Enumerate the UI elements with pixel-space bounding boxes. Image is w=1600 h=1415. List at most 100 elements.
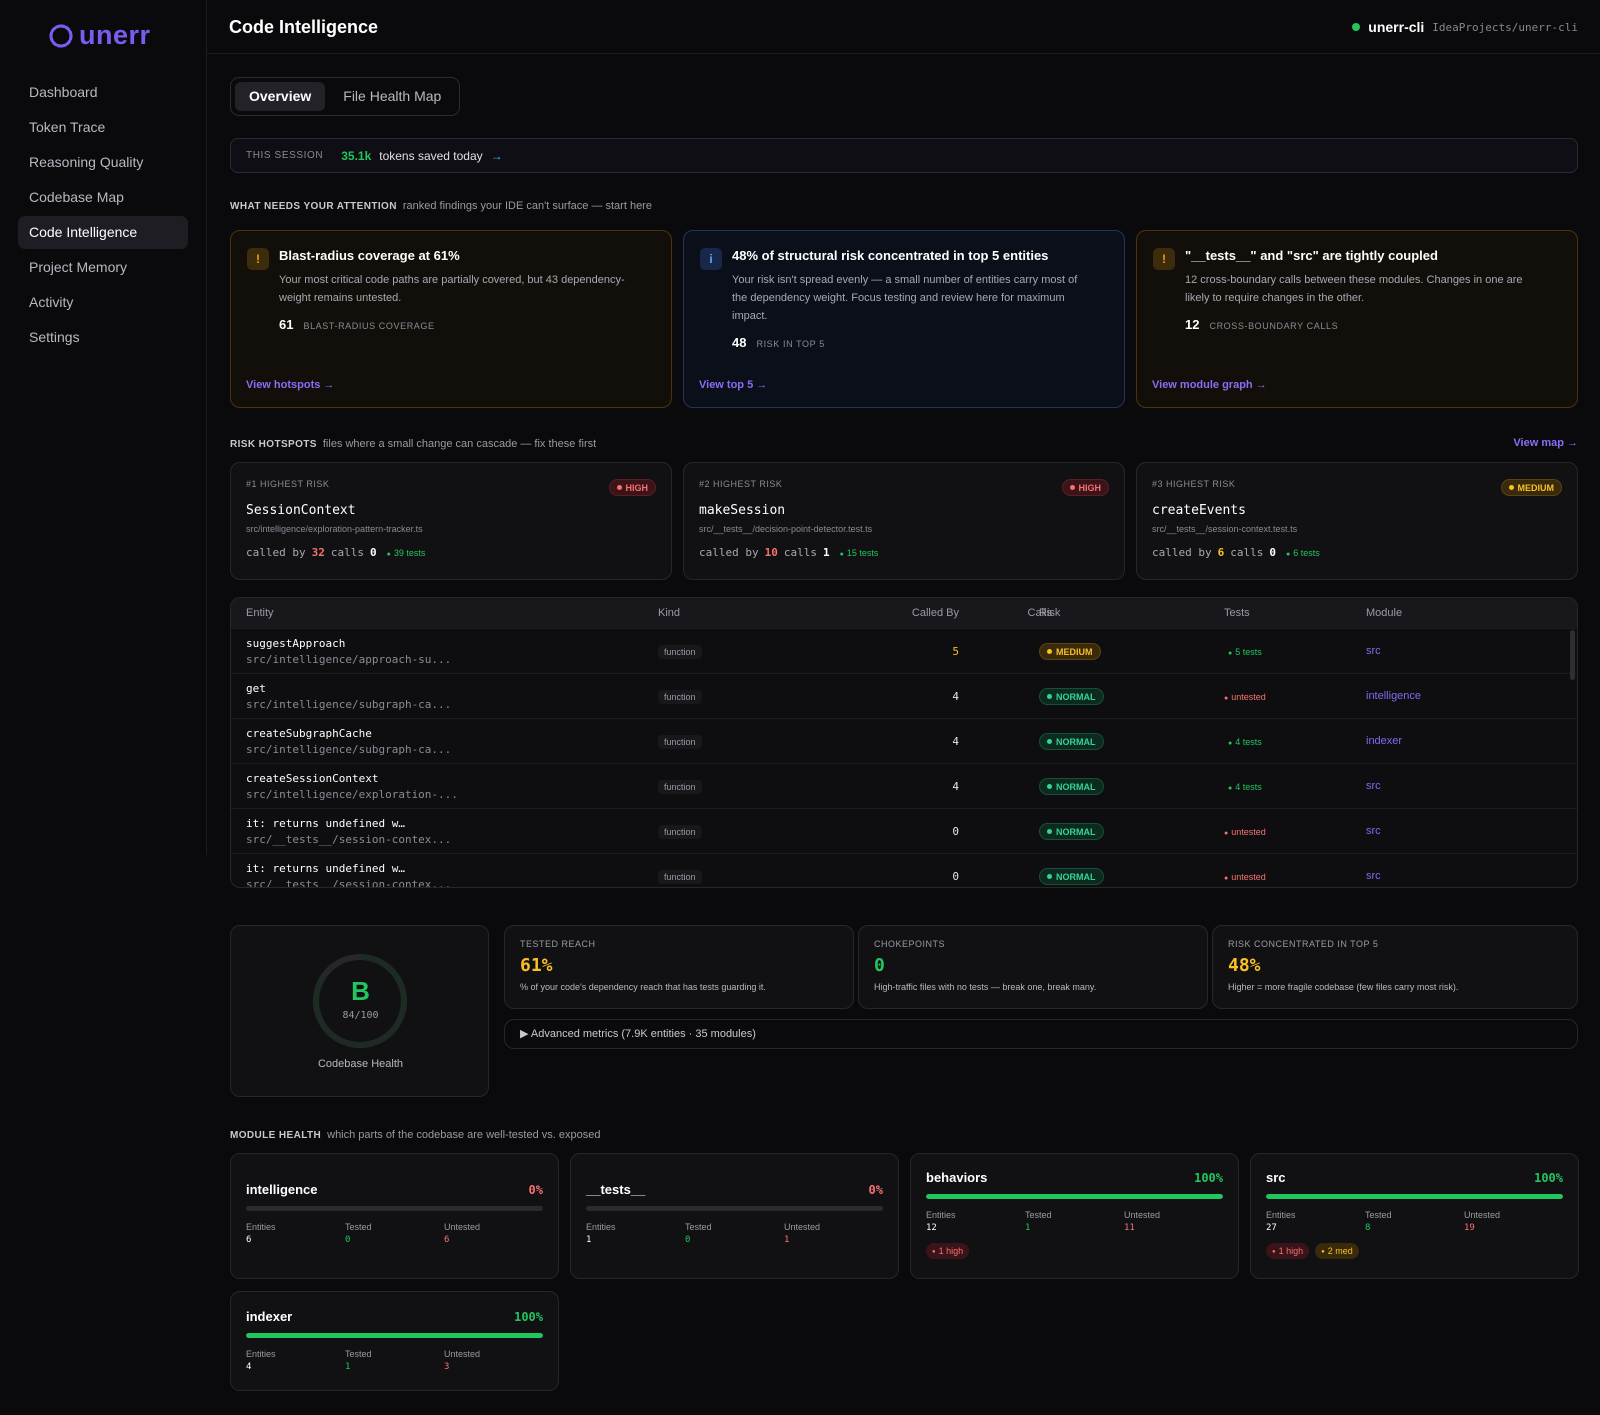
sidebar-item-settings[interactable]: Settings xyxy=(29,329,80,345)
calls-value: 0 xyxy=(1269,546,1276,559)
sidebar-item-project-memory[interactable]: Project Memory xyxy=(29,259,128,275)
tab-file-health-map[interactable]: File Health Map xyxy=(343,88,442,104)
hotspot-rank: #1 HIGHEST RISK xyxy=(246,479,330,489)
module-card-intelligence[interactable]: intelligence 0% Entities 6 Tested 0 Untested 6 xyxy=(230,1153,559,1279)
tab-overview[interactable]: Overview xyxy=(235,82,326,111)
calls-value: 0 xyxy=(369,546,377,559)
hotspot-path: src/intelligence/exploration-pattern-tra… xyxy=(246,524,423,534)
sidebar-item-activity[interactable]: Activity xyxy=(29,294,74,310)
entity-name: it: returns undefined w… xyxy=(246,861,405,875)
warning-icon: ! xyxy=(1153,248,1175,270)
stat-label: Untested xyxy=(784,1222,821,1232)
stat-label: Untested xyxy=(444,1222,481,1232)
hotspot-card[interactable]: #3 HIGHEST RISK MEDIUM createEvents src/… xyxy=(1136,462,1578,580)
risk-cell: MEDIUM xyxy=(1039,642,1101,660)
entity-name: get xyxy=(246,681,266,695)
column-header-calls[interactable]: Calls xyxy=(1027,607,1052,619)
metric-value: 48% xyxy=(1228,955,1261,976)
risk-badge: MEDIUM xyxy=(1500,479,1562,496)
tests-cell: 5 tests xyxy=(1224,642,1262,660)
module-link[interactable]: src xyxy=(1366,870,1381,882)
module-link[interactable]: intelligence xyxy=(1366,690,1422,702)
module-stats: Entities 4 Tested 1 Untested 3 xyxy=(246,1349,543,1372)
column-header-tests[interactable]: Tests xyxy=(1224,607,1250,619)
view-module-graph-link[interactable]: View module graph → xyxy=(1152,379,1267,391)
called-by-label: called by xyxy=(699,546,759,559)
calls-label: calls xyxy=(783,546,817,559)
table-row[interactable]: createSubgraphCache src/intelligence/subg… xyxy=(231,718,1577,763)
module-percent: 0% xyxy=(528,1182,543,1197)
module-progress-bar xyxy=(1266,1194,1563,1199)
module-health-subtitle: which parts of the codebase are well-tes… xyxy=(327,1129,601,1141)
module-link[interactable]: src xyxy=(1366,780,1381,792)
hotspot-rank: #2 HIGHEST RISK xyxy=(699,479,783,489)
module-link[interactable]: indexer xyxy=(1366,735,1403,747)
tests-cell: untested xyxy=(1224,867,1266,885)
sidebar-item-codebase-map[interactable]: Codebase Map xyxy=(29,189,124,205)
hotspot-card[interactable]: #1 HIGHEST RISK HIGH SessionContext src/… xyxy=(230,462,672,580)
entities-value: 27 xyxy=(1266,1223,1277,1233)
logo[interactable]: unerr xyxy=(48,20,151,51)
module-card-tests[interactable]: __tests__ 0% Entities 1 Tested 0 Untested 1 xyxy=(570,1153,899,1279)
entity-path: src/intelligence/subgraph-ca... xyxy=(246,742,452,756)
hotspot-entity: makeSession xyxy=(699,503,786,518)
column-header-entity[interactable]: Entity xyxy=(246,607,274,619)
metric-value: 12 xyxy=(1185,317,1200,332)
top-header: Code Intelligence unerr-cli IdeaProjects… xyxy=(207,0,1600,54)
table-row[interactable]: suggestApproach src/intelligence/approach… xyxy=(231,628,1577,673)
hotspot-rank: #3 HIGHEST RISK xyxy=(1152,479,1236,489)
entities-value: 12 xyxy=(926,1223,937,1233)
attention-card-metric: 48 RISK IN TOP 5 xyxy=(732,335,1109,350)
column-header-called-by[interactable]: Called By xyxy=(911,607,959,619)
hotspot-card[interactable]: #2 HIGHEST RISK HIGH makeSession src/__t… xyxy=(683,462,1125,580)
module-card-behaviors[interactable]: behaviors 100% Entities 12 Tested 1 Untested 11… xyxy=(910,1153,1239,1279)
sidebar-item-code-intelligence[interactable]: Code Intelligence xyxy=(18,216,188,249)
module-card-indexer[interactable]: indexer 100% Entities 4 Tested 1 Untested 3 xyxy=(230,1291,559,1391)
called-by-label: called by xyxy=(1152,546,1212,559)
hotspot-stats: called by 10 calls 1 15 tests xyxy=(699,546,1109,559)
module-progress-bar xyxy=(246,1333,543,1338)
sidebar-nav: Dashboard Token Trace Reasoning Quality … xyxy=(18,76,188,356)
called-by-cell: 0 xyxy=(952,869,959,883)
view-hotspots-link[interactable]: View hotspots → xyxy=(246,379,335,391)
column-header-kind[interactable]: Kind xyxy=(658,607,681,619)
kind-chip: function xyxy=(658,825,702,839)
project-indicator[interactable]: unerr-cli IdeaProjects/unerr-cli xyxy=(1352,19,1578,35)
view-map-link[interactable]: View map → xyxy=(1513,437,1578,449)
tests-status: 4 tests xyxy=(1228,737,1262,747)
sidebar-item-reasoning-quality[interactable]: Reasoning Quality xyxy=(29,154,144,170)
sidebar-item-token-trace[interactable]: Token Trace xyxy=(29,119,106,135)
health-score: 84/100 xyxy=(342,1010,379,1021)
stat-label: Tested xyxy=(1365,1210,1392,1220)
sidebar-item-dashboard[interactable]: Dashboard xyxy=(29,84,98,100)
module-percent: 0% xyxy=(868,1182,883,1197)
calls-value: 1 xyxy=(822,546,830,559)
entity-cell: get src/intelligence/subgraph-ca... xyxy=(246,682,451,711)
tested-value: 8 xyxy=(1365,1223,1371,1233)
table-row[interactable]: it: returns undefined w… src/__tests__/se… xyxy=(231,853,1577,887)
table-row[interactable]: createSessionContext src/intelligence/exp… xyxy=(231,763,1577,808)
table-row[interactable]: it: returns undefined w… src/__tests__/se… xyxy=(231,808,1577,853)
table-row[interactable]: get src/intelligence/subgraph-ca... functi… xyxy=(231,673,1577,718)
metric-description: High-traffic files with no tests — break… xyxy=(874,982,1097,992)
advanced-metrics-toggle[interactable]: ▶ Advanced metrics (7.9K entities · 35 m… xyxy=(504,1019,1578,1049)
column-header-module[interactable]: Module xyxy=(1366,607,1403,619)
session-banner[interactable]: THIS SESSION 35.1k tokens saved today → xyxy=(230,138,1578,173)
table-scrollbar[interactable] xyxy=(1570,630,1575,680)
module-link[interactable]: src xyxy=(1366,825,1381,837)
column-header-risk[interactable]: Risk xyxy=(1039,607,1061,619)
module-percent: 100% xyxy=(1534,1170,1563,1185)
kind-cell: function xyxy=(658,777,702,795)
session-value: 35.1k xyxy=(341,148,372,163)
module-card-src[interactable]: src 100% Entities 27 Tested 8 Untested 19 1 high… xyxy=(1250,1153,1579,1279)
module-link[interactable]: src xyxy=(1366,645,1381,657)
kind-cell: function xyxy=(658,822,702,840)
risk-badge: NORMAL xyxy=(1039,868,1104,885)
session-label: THIS SESSION xyxy=(246,150,324,161)
view-top-5-link[interactable]: View top 5 → xyxy=(699,379,768,391)
module-progress-fill xyxy=(1266,1194,1563,1199)
entity-name: it: returns undefined w… xyxy=(246,816,405,830)
metric-label: RISK IN TOP 5 xyxy=(756,339,825,349)
attention-card: ! Blast-radius coverage at 61% Your most… xyxy=(230,230,672,408)
tests-cell: 4 tests xyxy=(1224,777,1262,795)
